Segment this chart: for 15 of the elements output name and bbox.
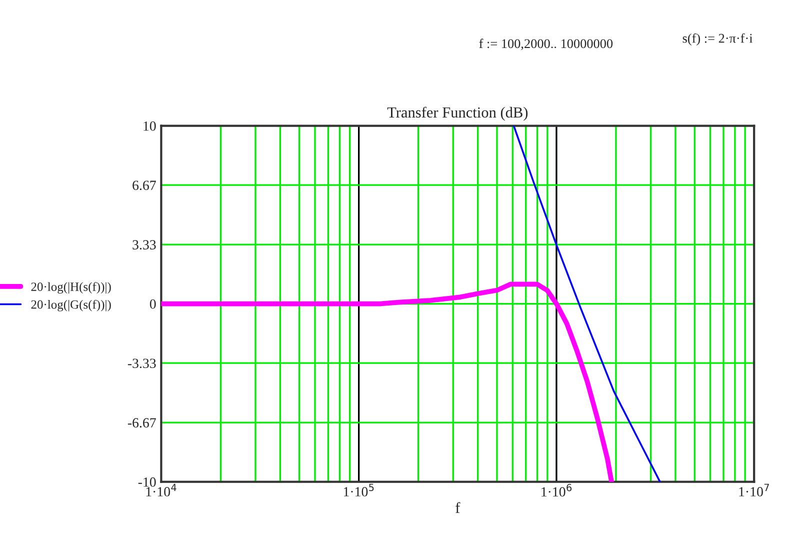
chart-title: Transfer Function (dB) <box>387 106 528 121</box>
x-tick-label: 1·10$^{6}$ <box>542 484 572 497</box>
y-tick-label: -6.67 <box>128 418 156 428</box>
x-tick-label: 1·10$^{5}$ <box>344 484 374 496</box>
x-tick-label: 1·10$^{7}$ <box>739 484 769 496</box>
y-tick-label: -3.33 <box>128 358 156 368</box>
y-tick-label: 0 <box>150 299 156 309</box>
legend-label: 20·log(|H(s(f))|) <box>31 282 111 294</box>
legend-label: 20·log(|G(s(f))|) <box>31 300 111 312</box>
y-tick-label: 10 <box>144 121 156 131</box>
x-axis-title: f <box>456 502 460 513</box>
y-tick-label: 6.67 <box>132 180 156 190</box>
text: f := 100,2000.. 10000000 <box>479 38 613 50</box>
text: s(f) := 2·π·f·i <box>682 33 753 46</box>
y-tick-label: 3.33 <box>132 240 156 250</box>
